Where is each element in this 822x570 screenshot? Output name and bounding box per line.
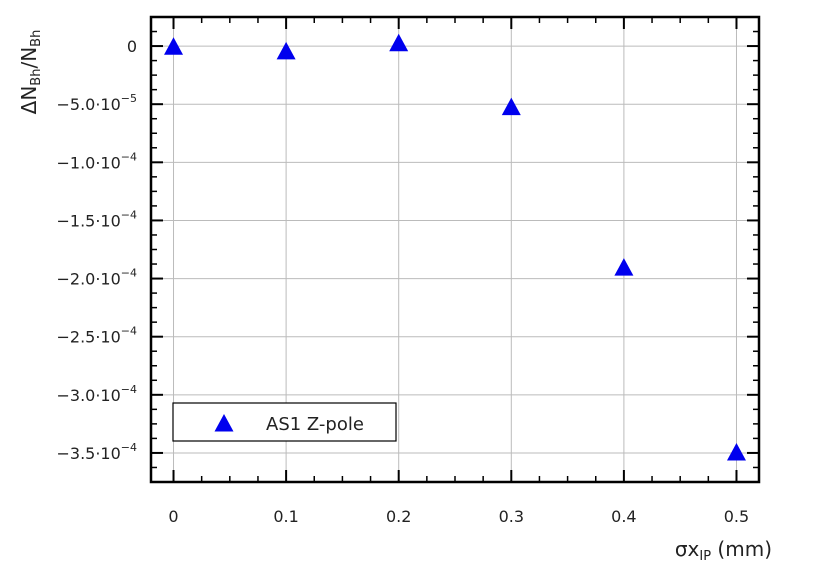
data-point-3 bbox=[501, 97, 521, 116]
x-tick-label-4: 0.4 bbox=[611, 507, 636, 526]
x-tick-labels: 0 0.1 0.2 0.3 0.4 0.5 bbox=[168, 507, 749, 526]
data-point-1 bbox=[276, 41, 296, 60]
y-tick-base-3: −1.5·10 bbox=[56, 211, 120, 230]
y-tick-base-2: −1.0·10 bbox=[56, 153, 120, 172]
legend-marker-triangle bbox=[214, 414, 234, 432]
y-tick-exponent-1: −5 bbox=[121, 92, 137, 105]
y-tick-label-3: −1.5·10−4 bbox=[56, 208, 137, 230]
y-tick-exponent-7: −4 bbox=[121, 441, 137, 454]
x-tick-label-2: 0.2 bbox=[386, 507, 411, 526]
x-axis-title-main: σx bbox=[675, 537, 700, 561]
x-tick-label-5: 0.5 bbox=[724, 507, 749, 526]
data-point-5 bbox=[726, 442, 746, 461]
x-axis-title: σxIP (mm) bbox=[675, 537, 772, 564]
y-tick-label-2: −1.0·10−4 bbox=[56, 150, 137, 172]
x-tick-label-3: 0.3 bbox=[499, 507, 524, 526]
y-tick-exponent-2: −4 bbox=[121, 150, 137, 163]
data-points bbox=[164, 33, 746, 461]
y-tick-label-6: −3.0·10−4 bbox=[56, 383, 137, 405]
legend-box bbox=[172, 402, 397, 442]
x-tick-label-1: 0.1 bbox=[273, 507, 298, 526]
y-tick-base-5: −2.5·10 bbox=[56, 328, 120, 347]
y-tick-exponent-5: −4 bbox=[121, 325, 137, 338]
major-ticks bbox=[151, 17, 759, 482]
y-tick-exponent-6: −4 bbox=[121, 383, 137, 396]
y-tick-label-0: 0 bbox=[127, 37, 137, 56]
x-axis-title-unit: (mm) bbox=[711, 537, 772, 561]
data-point-2 bbox=[389, 33, 409, 52]
y-tick-base-7: −3.5·10 bbox=[56, 444, 120, 463]
y-tick-exponent-4: −4 bbox=[121, 267, 137, 280]
x-axis-title-sub: IP bbox=[699, 549, 711, 564]
y-tick-label-5: −2.5·10−4 bbox=[56, 325, 137, 347]
y-tick-base-4: −2.0·10 bbox=[56, 270, 120, 289]
y-tick-label-1: −5.0·10−5 bbox=[56, 92, 137, 114]
legend-label: AS1 Z-pole bbox=[266, 414, 364, 435]
y-axis-title-sub2: Bh bbox=[29, 30, 44, 47]
y-axis-title-pre: ΔN bbox=[17, 86, 41, 115]
data-point-4 bbox=[614, 258, 634, 276]
y-axis-title: ΔNBh/NBh bbox=[17, 30, 44, 115]
y-axis-title-mid: /N bbox=[17, 47, 41, 69]
y-axis-title-sub1: Bh bbox=[29, 69, 44, 86]
grid-lines bbox=[151, 17, 759, 482]
x-tick-label-0: 0 bbox=[168, 507, 178, 526]
y-tick-label-7: −3.5·10−4 bbox=[56, 441, 137, 463]
y-tick-exponent-3: −4 bbox=[121, 208, 137, 221]
y-tick-labels: 0−5.0·10−5−1.0·10−4−1.5·10−4−2.0·10−4−2.… bbox=[56, 37, 137, 463]
data-point-0 bbox=[164, 37, 184, 55]
y-tick-label-4: −2.0·10−4 bbox=[56, 267, 137, 289]
y-tick-base-6: −3.0·10 bbox=[56, 386, 120, 405]
legend: AS1 Z-pole bbox=[172, 402, 397, 442]
plot-frame bbox=[149, 15, 761, 484]
y-tick-base-1: −5.0·10 bbox=[56, 95, 120, 114]
